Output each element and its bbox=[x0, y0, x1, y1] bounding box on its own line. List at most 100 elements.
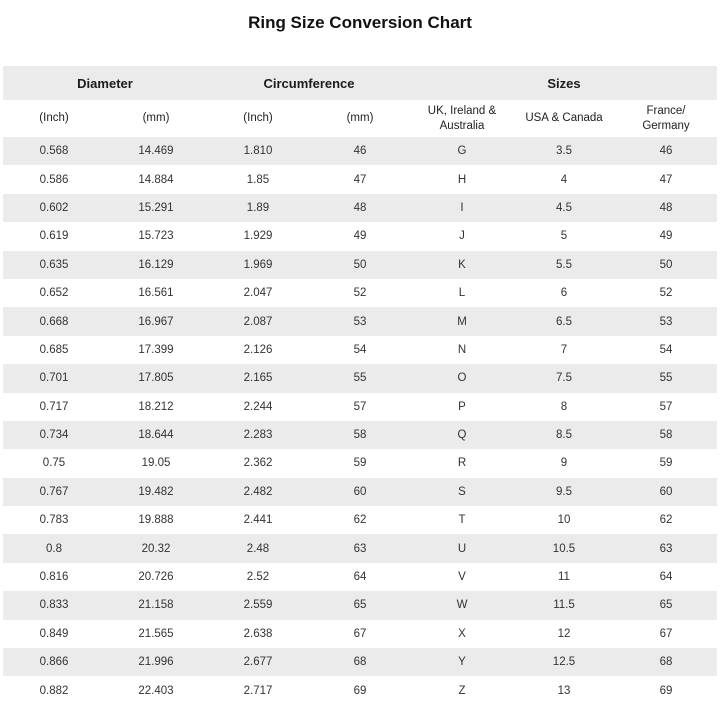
table-cell: 18.212 bbox=[105, 392, 207, 421]
table-cell: 63 bbox=[615, 534, 717, 563]
table-cell: 19.888 bbox=[105, 506, 207, 535]
table-cell: 49 bbox=[615, 222, 717, 251]
table-cell: 67 bbox=[615, 619, 717, 649]
table-cell: 0.685 bbox=[3, 335, 105, 365]
table-cell: 1.810 bbox=[207, 137, 309, 166]
table-cell: 10.5 bbox=[513, 534, 615, 563]
page-title: Ring Size Conversion Chart bbox=[248, 13, 472, 32]
table-row: 0.668 16.967 2.087 53 M 6.5 53 bbox=[3, 307, 717, 336]
table-cell: 2.441 bbox=[207, 506, 309, 535]
table-cell: G bbox=[411, 137, 513, 166]
table-cell: 57 bbox=[309, 392, 411, 421]
table-cell: 21.996 bbox=[105, 648, 207, 677]
table-cell: 9 bbox=[513, 449, 615, 478]
table-row: 0.866 21.996 2.677 68 Y 12.5 68 bbox=[3, 648, 717, 677]
table-row: 0.882 22.403 2.717 69 Z 13 69 bbox=[3, 676, 717, 705]
table-cell: 55 bbox=[309, 364, 411, 393]
table-row: 0.586 14.884 1.85 47 H 4 47 bbox=[3, 165, 717, 194]
table-cell: 6 bbox=[513, 278, 615, 308]
table-cell: Y bbox=[411, 648, 513, 677]
column-header-row: (Inch) (mm) (Inch) (mm) UK, Ireland & Au… bbox=[3, 100, 717, 137]
table-cell: 3.5 bbox=[513, 137, 615, 166]
group-header-row: Diameter Circumference Sizes bbox=[3, 66, 717, 100]
table-cell: 58 bbox=[615, 420, 717, 450]
table-cell: 14.884 bbox=[105, 165, 207, 194]
table-cell: 2.559 bbox=[207, 591, 309, 620]
table-row: 0.717 18.212 2.244 57 P 8 57 bbox=[3, 392, 717, 421]
table-cell: N bbox=[411, 335, 513, 365]
col-header-diameter-inch: (Inch) bbox=[3, 100, 105, 137]
table-cell: 53 bbox=[309, 307, 411, 336]
table-cell: 0.816 bbox=[3, 562, 105, 592]
table-cell: 67 bbox=[309, 619, 411, 649]
table-cell: 49 bbox=[309, 222, 411, 251]
table-cell: 0.734 bbox=[3, 420, 105, 450]
col-header-circumference-mm: (mm) bbox=[309, 100, 411, 137]
table-cell: 2.482 bbox=[207, 477, 309, 507]
group-header-diameter: Diameter bbox=[3, 66, 207, 100]
table-cell: 9.5 bbox=[513, 477, 615, 507]
table-cell: Z bbox=[411, 676, 513, 705]
table-cell: 2.362 bbox=[207, 449, 309, 478]
table-cell: 19.482 bbox=[105, 477, 207, 507]
table-cell: 20.726 bbox=[105, 562, 207, 592]
table-cell: 0.767 bbox=[3, 477, 105, 507]
table-cell: 48 bbox=[309, 193, 411, 223]
table-cell: 2.677 bbox=[207, 648, 309, 677]
table-cell: 2.126 bbox=[207, 335, 309, 365]
table-cell: 2.717 bbox=[207, 676, 309, 705]
table-cell: 0.75 bbox=[3, 449, 105, 478]
table-cell: 7.5 bbox=[513, 364, 615, 393]
table-cell: 48 bbox=[615, 193, 717, 223]
table-cell: 47 bbox=[309, 165, 411, 194]
table-cell: 68 bbox=[615, 648, 717, 677]
table-cell: 0.619 bbox=[3, 222, 105, 251]
table-cell: 6.5 bbox=[513, 307, 615, 336]
table-cell: 2.165 bbox=[207, 364, 309, 393]
table-cell: 2.48 bbox=[207, 534, 309, 563]
table-cell: 5.5 bbox=[513, 250, 615, 279]
table-row: 0.816 20.726 2.52 64 V 11 64 bbox=[3, 562, 717, 592]
table-cell: 47 bbox=[615, 165, 717, 194]
table-cell: 55 bbox=[615, 364, 717, 393]
table-cell: 63 bbox=[309, 534, 411, 563]
table-cell: 50 bbox=[615, 250, 717, 279]
table-cell: 21.565 bbox=[105, 619, 207, 649]
table-cell: U bbox=[411, 534, 513, 563]
group-header-sizes: Sizes bbox=[411, 66, 717, 100]
table-cell: 11.5 bbox=[513, 591, 615, 620]
col-header-circumference-inch: (Inch) bbox=[207, 100, 309, 137]
group-header-circumference: Circumference bbox=[207, 66, 411, 100]
table-cell: 19.05 bbox=[105, 449, 207, 478]
table-cell: 2.087 bbox=[207, 307, 309, 336]
table-cell: 69 bbox=[309, 676, 411, 705]
table-cell: 59 bbox=[615, 449, 717, 478]
table-cell: 0.833 bbox=[3, 591, 105, 620]
table-cell: 21.158 bbox=[105, 591, 207, 620]
table-cell: 50 bbox=[309, 250, 411, 279]
table-cell: K bbox=[411, 250, 513, 279]
table-cell: 0.866 bbox=[3, 648, 105, 677]
table-cell: 0.602 bbox=[3, 193, 105, 223]
table-cell: 5 bbox=[513, 222, 615, 251]
table-row: 0.734 18.644 2.283 58 Q 8.5 58 bbox=[3, 420, 717, 450]
table-cell: 2.244 bbox=[207, 392, 309, 421]
table-row: 0.685 17.399 2.126 54 N 7 54 bbox=[3, 335, 717, 365]
table-cell: 15.723 bbox=[105, 222, 207, 251]
table-cell: 60 bbox=[309, 477, 411, 507]
table-cell: 2.638 bbox=[207, 619, 309, 649]
table-row: 0.767 19.482 2.482 60 S 9.5 60 bbox=[3, 477, 717, 507]
table-cell: 62 bbox=[309, 506, 411, 535]
table-cell: H bbox=[411, 165, 513, 194]
table-cell: 65 bbox=[309, 591, 411, 620]
table-cell: 52 bbox=[309, 278, 411, 308]
table-cell: 0.701 bbox=[3, 364, 105, 393]
table-cell: 18.644 bbox=[105, 420, 207, 450]
table-cell: 8.5 bbox=[513, 420, 615, 450]
table-cell: 15.291 bbox=[105, 193, 207, 223]
table-row: 0.833 21.158 2.559 65 W 11.5 65 bbox=[3, 591, 717, 620]
table-cell: R bbox=[411, 449, 513, 478]
table-cell: 52 bbox=[615, 278, 717, 308]
table-cell: 54 bbox=[309, 335, 411, 365]
